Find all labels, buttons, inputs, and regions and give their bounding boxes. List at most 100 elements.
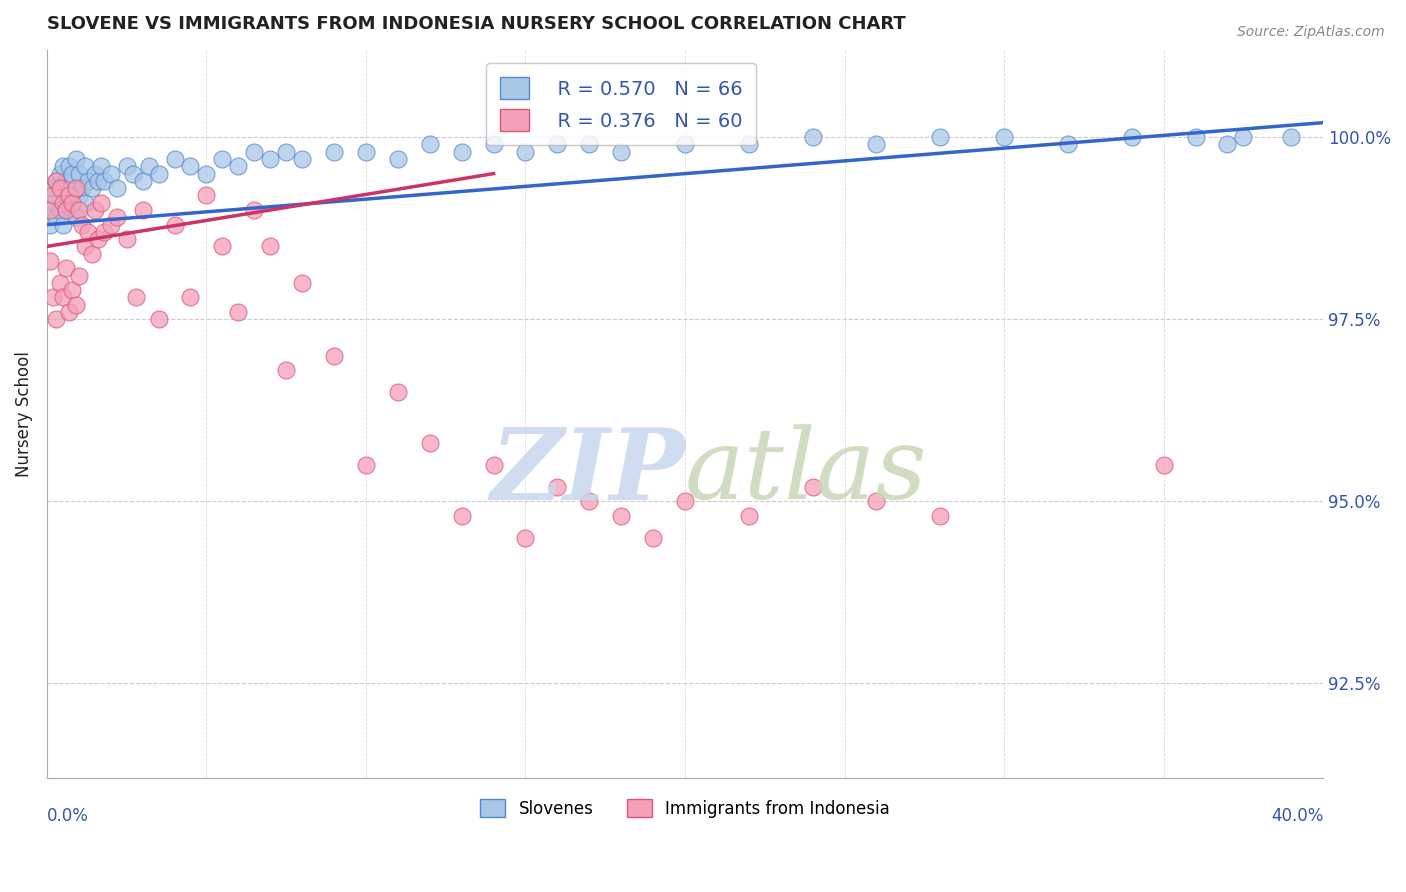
Point [673,494,696,508]
Point [515,531,537,545]
Point [45,312,67,326]
Point [291,276,314,290]
Point [65,211,87,225]
Point [1057,137,1080,152]
Point [993,130,1015,145]
Point [77,174,100,188]
Point [578,494,600,508]
Point [515,145,537,159]
Point [90,159,112,173]
Point [93,225,115,239]
Point [80,181,103,195]
Point [100,218,122,232]
Point [482,458,505,472]
Point [100,167,122,181]
Point [387,385,409,400]
Point [122,167,145,181]
Point [90,195,112,210]
Point [67,268,90,283]
Point [62,167,84,181]
Point [929,130,952,145]
Point [865,494,887,508]
Point [1153,458,1175,472]
Point [58,305,80,319]
Point [55,202,77,217]
Point [52,218,75,232]
Text: 40.0%: 40.0% [1271,807,1323,825]
Point [610,145,633,159]
Point [39,254,62,268]
Point [179,159,201,173]
Point [211,239,233,253]
Point [83,202,105,217]
Point [48,276,70,290]
Point [75,239,97,253]
Point [125,290,148,304]
Text: atlas: atlas [685,425,928,520]
Point [42,181,65,195]
Point [48,167,70,181]
Text: SLOVENE VS IMMIGRANTS FROM INDONESIA NURSERY SCHOOL CORRELATION CHART: SLOVENE VS IMMIGRANTS FROM INDONESIA NUR… [46,15,905,33]
Point [105,181,128,195]
Point [450,145,472,159]
Point [291,152,314,166]
Point [131,202,153,217]
Point [387,152,409,166]
Point [55,261,77,276]
Point [738,508,761,523]
Point [52,290,75,304]
Point [42,188,65,202]
Point [1279,130,1302,145]
Y-axis label: Nursery School: Nursery School [15,351,32,477]
Point [58,159,80,173]
Point [62,283,84,297]
Point [48,202,70,217]
Point [323,145,346,159]
Point [1232,130,1254,145]
Point [163,152,186,166]
Text: 0.0%: 0.0% [46,807,89,825]
Point [673,137,696,152]
Point [70,181,93,195]
Text: Source: ZipAtlas.com: Source: ZipAtlas.com [1237,25,1385,39]
Point [48,181,70,195]
Point [65,298,87,312]
Point [419,137,441,152]
Point [55,202,77,217]
Point [276,363,298,377]
Point [801,130,824,145]
Point [75,195,97,210]
Point [83,167,105,181]
Point [75,159,97,173]
Point [58,195,80,210]
Point [546,480,568,494]
Point [195,167,218,181]
Point [67,202,90,217]
Point [179,290,201,304]
Point [39,202,62,217]
Point [42,195,65,210]
Point [643,531,665,545]
Point [138,159,160,173]
Point [801,480,824,494]
Point [276,145,298,159]
Point [115,159,138,173]
Point [865,137,887,152]
Point [163,218,186,232]
Point [323,349,346,363]
Point [67,188,90,202]
Point [62,195,84,210]
Point [62,202,84,217]
Point [148,167,170,181]
Point [195,188,218,202]
Point [45,211,67,225]
Point [419,436,441,450]
Point [243,145,266,159]
Point [52,195,75,210]
Point [77,225,100,239]
Point [211,152,233,166]
Point [929,508,952,523]
Point [115,232,138,246]
Text: ZIP: ZIP [491,424,685,520]
Point [228,305,250,319]
